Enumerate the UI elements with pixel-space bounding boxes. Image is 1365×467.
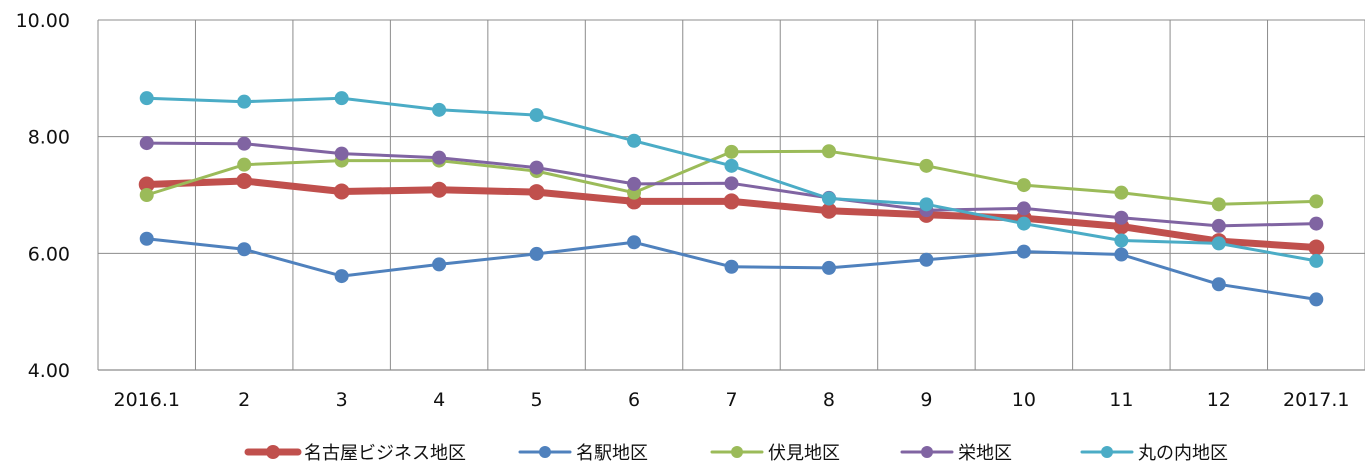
- x-tick-label: 2017.1: [1283, 389, 1349, 411]
- data-point: [138, 176, 155, 193]
- x-tick-label: 12: [1207, 389, 1231, 411]
- data-point: [1114, 233, 1129, 248]
- legend-swatch-marker: [1101, 446, 1113, 458]
- axes: 4.00 6.00 8.00 10.00 2016.1 2 3 4 5 6 7 8 9 10 11 12 201…: [16, 10, 1365, 411]
- data-point: [334, 269, 349, 284]
- legend-item: 丸の内地区: [1080, 443, 1228, 464]
- data-point: [627, 176, 642, 191]
- data-point: [1016, 216, 1031, 231]
- data-point: [237, 157, 252, 172]
- x-tick-label: 7: [725, 389, 737, 411]
- data-point: [724, 259, 739, 274]
- data-point: [237, 136, 252, 151]
- data-point: [821, 144, 836, 159]
- data-point: [724, 144, 739, 159]
- data-point: [1309, 216, 1324, 231]
- legend-swatch-marker: [921, 446, 933, 458]
- legend-swatch-marker: [539, 446, 551, 458]
- data-point: [334, 91, 349, 106]
- data-point: [333, 183, 350, 200]
- x-tick-label: 5: [531, 389, 543, 411]
- x-tick-label: 8: [823, 389, 835, 411]
- data-point: [1016, 178, 1031, 193]
- data-point: [236, 173, 253, 189]
- legend: 名古屋ビジネス地区 名駅地区 伏見地区 栄地区 丸の内地区: [244, 443, 1228, 464]
- data-point: [529, 246, 544, 261]
- legend-swatch-marker: [266, 445, 280, 459]
- data-point: [1016, 201, 1031, 216]
- data-point: [237, 94, 252, 109]
- data-point: [432, 150, 447, 165]
- data-point: [1211, 277, 1226, 292]
- data-point: [919, 158, 934, 173]
- data-point: [1114, 185, 1129, 200]
- legend-label: 伏見地区: [768, 443, 840, 463]
- y-tick-label: 4.00: [28, 360, 70, 382]
- legend-item: 名駅地区: [518, 443, 648, 464]
- data-point: [1114, 247, 1129, 262]
- x-tick-label: 4: [433, 389, 445, 411]
- data-point: [724, 176, 739, 191]
- data-point: [139, 91, 154, 106]
- data-point: [724, 158, 739, 173]
- data-point: [919, 252, 934, 267]
- series-2: [139, 231, 1324, 307]
- data-point: [723, 193, 740, 210]
- series-5: [139, 91, 1324, 268]
- x-tick-label: 3: [336, 389, 348, 411]
- legend-item: 伏見地区: [710, 443, 840, 464]
- data-point: [1016, 244, 1031, 259]
- legend-item: 栄地区: [900, 443, 1012, 464]
- data-point: [1309, 292, 1324, 307]
- data-point: [1308, 239, 1325, 256]
- x-tick-label: 11: [1109, 389, 1133, 411]
- data-point: [431, 181, 448, 198]
- data-point: [627, 133, 642, 148]
- data-point: [529, 108, 544, 123]
- y-tick-label: 6.00: [28, 243, 70, 265]
- data-point: [432, 102, 447, 117]
- data-point: [1309, 194, 1324, 209]
- legend-item: 名古屋ビジネス地区: [244, 443, 466, 464]
- legend-label: 栄地区: [958, 443, 1012, 463]
- data-point: [432, 257, 447, 272]
- data-point: [139, 231, 154, 246]
- series-line: [143, 177, 1320, 251]
- data-point: [1211, 218, 1226, 233]
- x-tick-label: 2016.1: [113, 389, 179, 411]
- legend-swatch-marker: [731, 446, 743, 458]
- data-point: [237, 242, 252, 257]
- data-point: [1211, 197, 1226, 212]
- y-tick-label: 10.00: [16, 10, 70, 32]
- data-point: [334, 146, 349, 161]
- data-point: [139, 136, 154, 151]
- legend-label: 名駅地区: [576, 443, 648, 463]
- data-point: [1309, 253, 1324, 268]
- y-tick-label: 8.00: [28, 127, 70, 149]
- gridlines: [97, 19, 1365, 370]
- data-point: [1114, 210, 1129, 225]
- data-point: [627, 235, 642, 250]
- x-tick-label: 9: [920, 389, 932, 411]
- x-tick-label: 6: [628, 389, 640, 411]
- data-point: [821, 191, 836, 206]
- data-point: [139, 188, 154, 202]
- x-tick-label: 10: [1012, 389, 1036, 411]
- series-group: [138, 91, 1325, 307]
- data-point: [820, 202, 837, 219]
- data-point: [919, 197, 934, 212]
- data-point: [528, 184, 545, 201]
- data-point: [1211, 236, 1226, 251]
- x-tick-label: 2: [238, 389, 250, 411]
- legend-label: 名古屋ビジネス地区: [304, 443, 466, 463]
- data-point: [529, 160, 544, 175]
- legend-label: 丸の内地区: [1138, 443, 1228, 463]
- data-point: [821, 260, 836, 275]
